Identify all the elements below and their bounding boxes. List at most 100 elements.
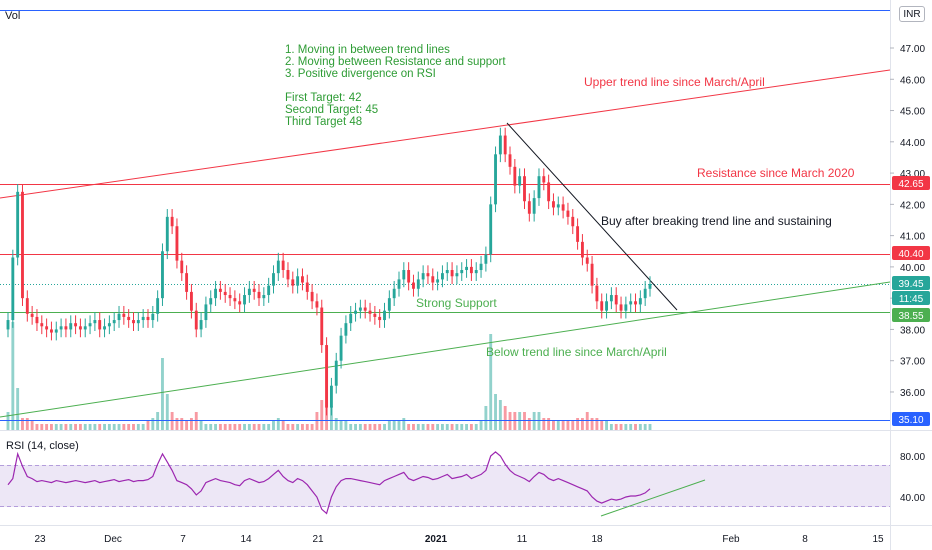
volume-bar (638, 424, 642, 430)
falling-trend-line (506, 122, 678, 311)
candle-body (127, 316, 131, 321)
volume-bar (122, 424, 126, 430)
candle-body (426, 273, 430, 277)
volume-bar (542, 418, 546, 430)
volume-bar (175, 418, 179, 430)
annotation-text: Strong Support (416, 296, 497, 310)
rsi-line (7, 451, 651, 515)
candle-body (185, 273, 189, 292)
note-line: Second Target: 45 (285, 104, 379, 116)
volume-bar (474, 424, 478, 430)
volume-bar (136, 424, 140, 430)
candle-body (561, 204, 565, 211)
volume-bar (547, 418, 551, 430)
candle-body (122, 313, 126, 317)
currency-button[interactable]: INR (899, 6, 925, 22)
candle-body (262, 295, 266, 299)
volume-label: Vol (5, 10, 21, 22)
volume-bar (595, 418, 599, 430)
candle-body (45, 326, 49, 330)
candle-body (339, 335, 343, 361)
candle-body (117, 313, 121, 321)
volume-bar (329, 406, 333, 430)
candle-body (392, 288, 396, 299)
x-tick-label: 2021 (425, 534, 448, 545)
price-marker-label: 40.40 (898, 249, 923, 260)
volume-bar (566, 421, 570, 430)
price-marker-label: 42.65 (898, 179, 923, 190)
candle-body (146, 316, 150, 321)
volume-bar (460, 424, 464, 430)
volume-bar (465, 424, 469, 430)
y-tick-label: 36.00 (900, 388, 925, 399)
candle-body (460, 270, 464, 274)
volume-bar (214, 424, 218, 430)
candle-body (30, 313, 34, 317)
candle-body (78, 326, 82, 330)
candle-body (523, 176, 526, 202)
candle-body (349, 313, 353, 324)
rsi-indicator-label[interactable]: RSI (14, close) (6, 440, 79, 452)
y-tick-label: 42.00 (900, 200, 925, 211)
volume-bar (262, 424, 266, 430)
candle-body (209, 298, 213, 305)
candle-body (494, 154, 497, 205)
candle-body (276, 260, 280, 274)
candle-body (402, 270, 406, 280)
volume-bar (426, 424, 430, 430)
candle-body (590, 263, 594, 286)
volume-bar (223, 424, 227, 430)
volume-bar (286, 424, 290, 430)
volume-bar (387, 421, 391, 430)
volume-bar (291, 424, 295, 430)
candle-body (218, 288, 222, 292)
candle-body (305, 282, 309, 292)
candle-body (136, 320, 140, 324)
annotation-text: Resistance since March 2020 (697, 166, 855, 180)
volume-bar (54, 424, 58, 430)
volume-bar (64, 424, 68, 430)
candle-body (368, 310, 372, 314)
volume-bar (484, 406, 488, 430)
volume-bar (440, 424, 444, 430)
candle-body (498, 135, 502, 155)
candle-body (469, 266, 473, 274)
annotation-text: Below trend line since March/April (486, 345, 667, 359)
candle-body (542, 176, 546, 183)
note-line: Third Target 48 (285, 116, 363, 128)
price-marker-label: 11:45 (899, 294, 924, 305)
volume-bar (93, 424, 97, 430)
candle-body (334, 360, 338, 386)
volume-bar (527, 418, 531, 430)
volume-bar (373, 424, 377, 430)
volume-bar (267, 424, 271, 430)
rsi-divergence-line (600, 479, 706, 517)
candle-body (566, 210, 570, 217)
note-line: 3. Positive divergence on RSI (285, 68, 436, 80)
candle-body (223, 291, 227, 296)
volume-bar (407, 424, 411, 430)
volume-bar (228, 424, 232, 430)
y-tick-label: 43.00 (900, 169, 925, 180)
candle-body (141, 316, 145, 321)
volume-bar (301, 424, 304, 430)
candle-body (6, 320, 10, 330)
volume-bar (233, 424, 237, 430)
candle-body (40, 323, 44, 327)
candle-body (93, 320, 97, 324)
volume-bar (276, 418, 280, 430)
volume-bar (412, 424, 415, 430)
candle-body (204, 304, 208, 321)
volume-bar (445, 424, 449, 430)
volume-bar (479, 421, 483, 430)
volume-bar (619, 424, 623, 430)
candle-body (301, 276, 304, 283)
volume-bar (436, 424, 440, 430)
candle-body (436, 279, 440, 283)
volume-bar (320, 400, 324, 430)
price-marker-badge (892, 176, 930, 190)
candle-body (624, 304, 628, 311)
candle-body (634, 301, 637, 305)
candle-body (412, 282, 415, 289)
